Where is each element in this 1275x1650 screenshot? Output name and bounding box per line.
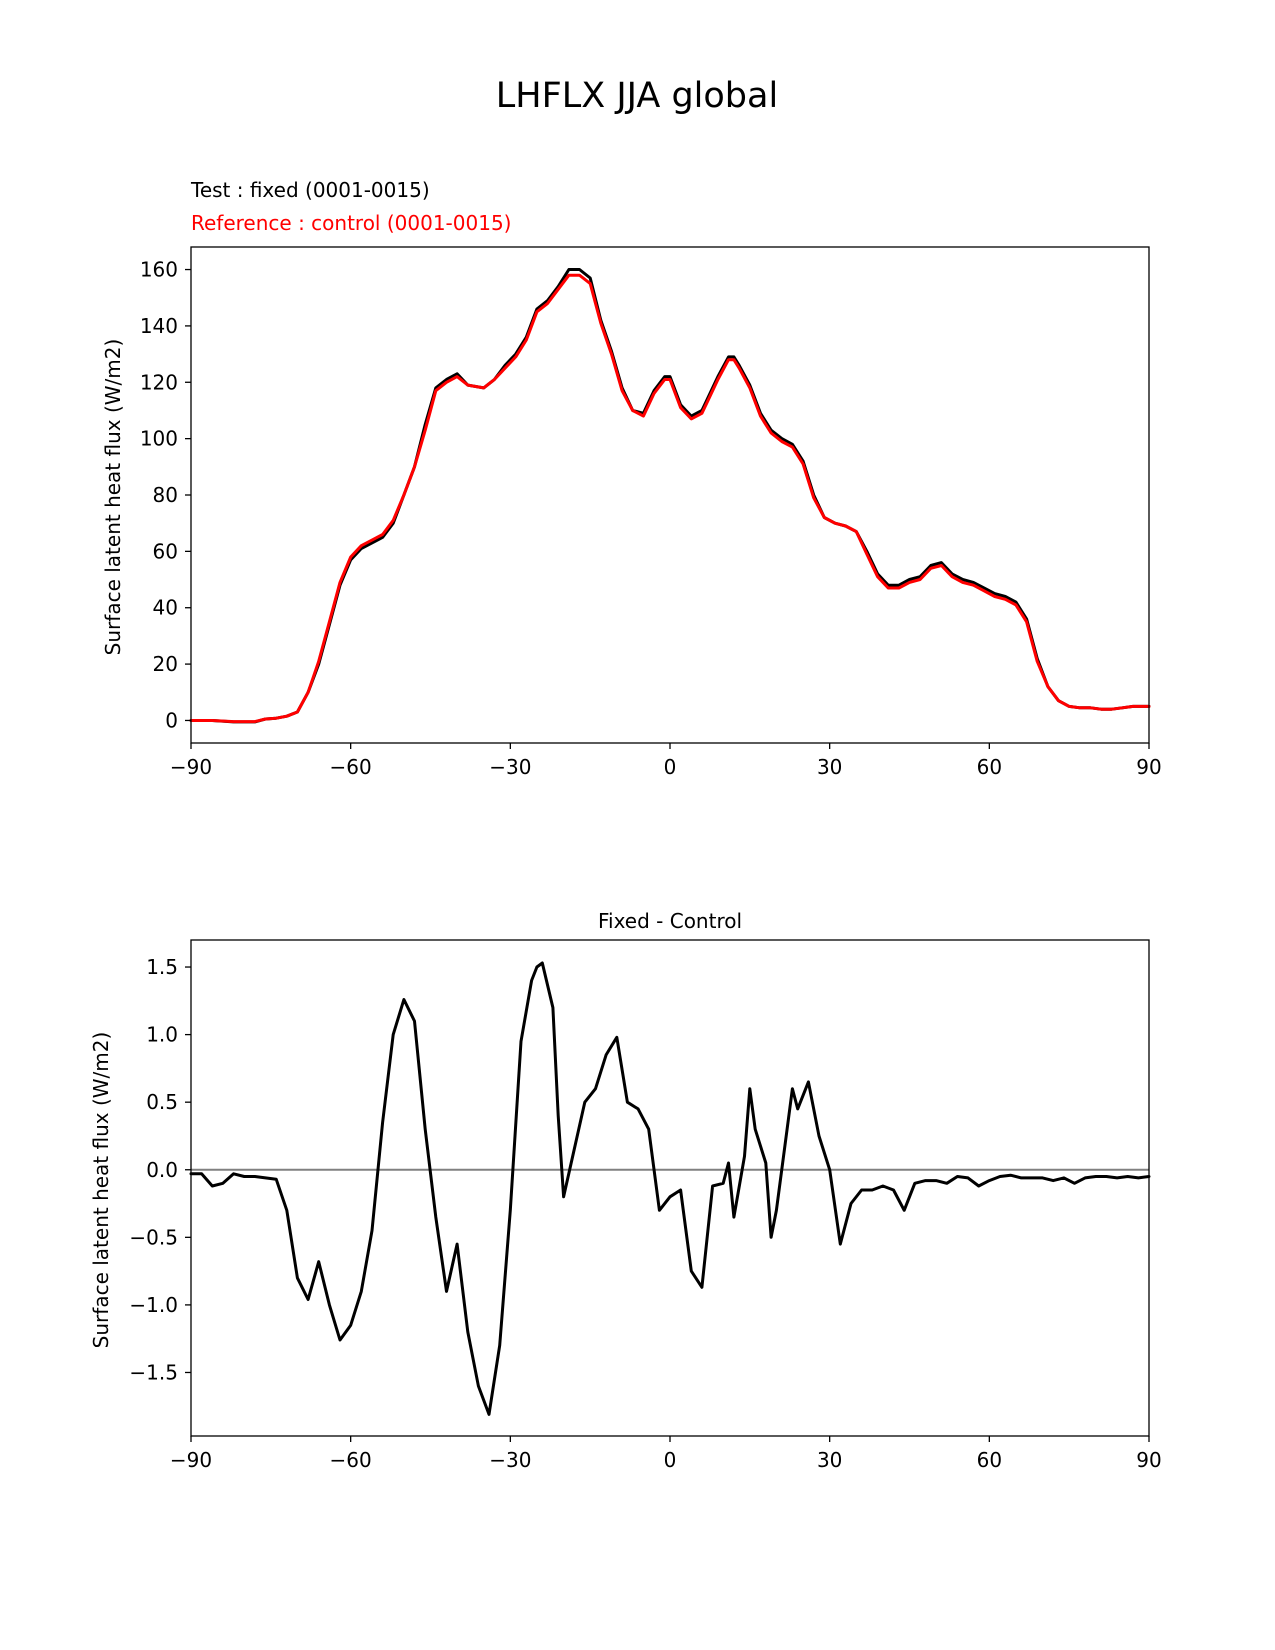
- top-panel: Test : fixed (0001-0015) Reference : con…: [101, 178, 1162, 779]
- bottom-y-axis-label: Surface latent heat flux (W/m2): [89, 1032, 113, 1349]
- bottom-plot-area: −90 −60 −30 0 30 60 90 −1.5 −1.0 −0.5 0.0 0.5 1.0 1.5: [129, 955, 1161, 1472]
- top-y-tick-label: 160: [140, 258, 178, 282]
- bottom-plot-title: Fixed - Control: [598, 909, 742, 933]
- bottom-y-tick-label: −1.5: [129, 1360, 178, 1384]
- top-plot-area: −90 −60 −30 0 30 60 90 0 20 40 60 80 100 120 140 160: [140, 258, 1162, 779]
- bottom-plot-frame: [190, 939, 1150, 1437]
- top-y-tick-label: 60: [153, 539, 178, 563]
- figure-title: LHFLX JJA global: [496, 76, 778, 116]
- bottom-y-tick-label: 1.5: [146, 955, 178, 979]
- bottom-x-tick-label: −60: [330, 1448, 372, 1472]
- top-x-tick-label: 0: [664, 755, 677, 779]
- bottom-x-tick-label: −90: [170, 1448, 212, 1472]
- top-y-tick-label: 140: [140, 314, 178, 338]
- top-x-tick-label: −90: [170, 755, 212, 779]
- bottom-panel: Fixed - Control Surface latent heat flux…: [89, 909, 1162, 1472]
- top-series-line-1: [189, 268, 1151, 724]
- top-y-tick-label: 40: [153, 596, 178, 620]
- top-x-tick-label: 30: [817, 755, 842, 779]
- bottom-series-line-1: [189, 961, 1151, 1416]
- bottom-y-tick-label: −1.0: [129, 1293, 178, 1317]
- bottom-x-tick-label: −30: [489, 1448, 531, 1472]
- top-plot-frame: [190, 246, 1150, 744]
- top-y-axis-label: Surface latent heat flux (W/m2): [101, 339, 125, 656]
- top-series-line-2: [189, 273, 1151, 724]
- top-x-tick-label: −60: [330, 755, 372, 779]
- bottom-y-tick-label: 0.0: [146, 1158, 178, 1182]
- bottom-y-tick-label: 1.0: [146, 1023, 178, 1047]
- bottom-y-tick-label: 0.5: [146, 1090, 178, 1114]
- top-x-tick-label: −30: [489, 755, 531, 779]
- bottom-y-tick-label: −0.5: [129, 1225, 178, 1249]
- top-y-tick-label: 0: [165, 708, 178, 732]
- bottom-x-tick-label: 30: [817, 1448, 842, 1472]
- top-x-tick-label: 90: [1136, 755, 1161, 779]
- top-y-tick-label: 120: [140, 370, 178, 394]
- test-label: Test : fixed (0001-0015): [190, 178, 430, 202]
- bottom-x-tick-label: 0: [664, 1448, 677, 1472]
- bottom-x-tick-label: 90: [1136, 1448, 1161, 1472]
- bottom-x-tick-label: 60: [977, 1448, 1002, 1472]
- top-y-tick-label: 20: [153, 652, 178, 676]
- reference-label: Reference : control (0001-0015): [191, 211, 511, 235]
- top-x-tick-label: 60: [977, 755, 1002, 779]
- top-y-tick-label: 80: [153, 483, 178, 507]
- top-y-tick-label: 100: [140, 427, 178, 451]
